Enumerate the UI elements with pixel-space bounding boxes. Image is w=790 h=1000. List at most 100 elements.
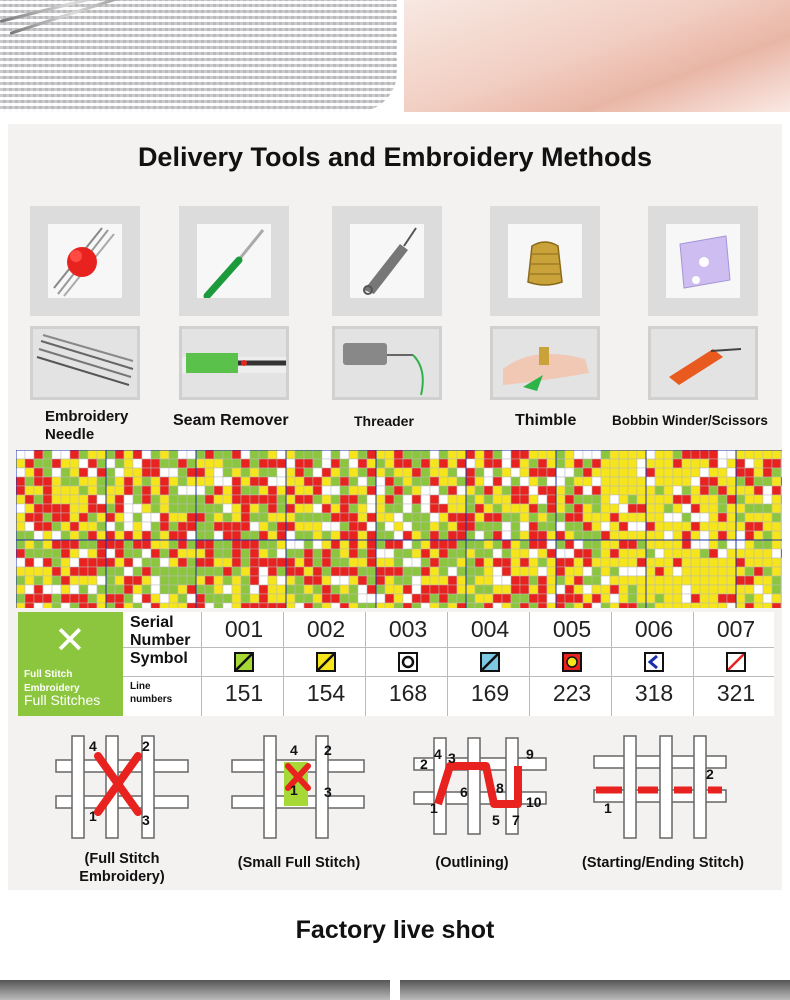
table-column-divider <box>693 612 694 716</box>
page-title: Delivery Tools and Embroidery Methods <box>137 142 653 172</box>
caption-text: (Full Stitch <box>84 851 160 867</box>
row-head-symbol: Symbol <box>130 650 188 667</box>
stitch-number: 9 <box>526 746 534 762</box>
row-head-serial: Serial Number <box>130 614 190 650</box>
pattern-grid <box>16 450 782 608</box>
stitch-number: 1 <box>89 808 97 824</box>
small-full-stitch-diagram: 4 2 1 3 <box>228 732 368 842</box>
scissors-photo <box>648 326 758 400</box>
hand-photo <box>404 0 790 112</box>
line-number-cell: 318 <box>634 680 674 706</box>
thread-symbol-icon <box>316 652 336 672</box>
line-number-cell: 223 <box>552 680 592 706</box>
stitch-number: 10 <box>526 794 542 810</box>
table-column-divider <box>447 612 448 716</box>
stitch-number: 5 <box>492 812 500 828</box>
serial-number-cell: 003 <box>388 616 428 642</box>
caption-starting-ending-stitch: (Starting/Ending Stitch) <box>582 855 744 871</box>
outlining-diagram: 2 4 3 9 6 8 1 5 7 10 <box>410 736 550 846</box>
table-divider <box>123 647 774 648</box>
line-number-cell: 168 <box>388 680 428 706</box>
stitch-number: 3 <box>324 784 332 800</box>
stitch-number: 1 <box>290 782 298 798</box>
thimble-photo <box>490 326 600 400</box>
stitch-grid-icon <box>231 735 365 839</box>
caption-full-stitch: (Full Stitch Embroidery) <box>60 850 184 886</box>
full-stitch-badge: ✕ Full Stitch Embroidery Full Stitches <box>18 612 123 716</box>
stitch-grid-icon <box>413 737 547 835</box>
stitch-number: 2 <box>324 742 332 758</box>
tool-label-line: Needle <box>45 426 95 443</box>
line-number-cell: 321 <box>716 680 756 706</box>
row-head-text: Serial <box>130 614 174 631</box>
table-column-divider <box>201 612 202 716</box>
thread-symbol-icon <box>726 652 746 672</box>
threader-tile <box>332 206 442 316</box>
cross-stitch-pattern-chart <box>16 450 782 608</box>
badge-text: Full Stitch <box>24 669 73 680</box>
line-number-cell: 169 <box>470 680 510 706</box>
stitch-number: 1 <box>430 800 438 816</box>
stitch-number: 4 <box>290 742 298 758</box>
stitch-number: 3 <box>448 750 456 766</box>
line-number-cell: 151 <box>224 680 264 706</box>
thread-symbol-icon <box>234 652 254 672</box>
tool-label-threader: Threader <box>354 413 414 429</box>
seam-remover-photo <box>179 326 289 400</box>
stitch-number: 6 <box>460 784 468 800</box>
thread-symbol-icon <box>562 652 582 672</box>
stitch-number: 1 <box>604 800 612 816</box>
tool-label-line: Embroidery <box>45 408 129 425</box>
stitch-grid-icon <box>593 735 727 839</box>
factory-photo-right <box>400 980 790 1000</box>
row-head-text: numbers <box>130 694 173 705</box>
factory-photo-left <box>0 980 390 1000</box>
serial-number-cell: 002 <box>306 616 346 642</box>
thimble-icon <box>527 241 563 286</box>
table-column-divider <box>611 612 612 716</box>
needle-threader-icon <box>363 227 417 295</box>
table-column-divider <box>365 612 366 716</box>
tool-label-thimble: Thimble <box>515 412 577 429</box>
embroidery-needle-tile <box>30 206 140 316</box>
stitch-number: 8 <box>496 780 504 796</box>
caption-outlining: (Outlining) <box>435 855 509 871</box>
row-head-text: Line <box>130 681 151 692</box>
stitch-grid-icon <box>55 735 189 839</box>
stitch-legend-table: ✕ Full Stitch Embroidery Full Stitches S… <box>18 612 774 716</box>
badge-subtitle: Full Stitches <box>24 692 101 708</box>
thimble-tile <box>490 206 600 316</box>
table-divider <box>123 676 774 677</box>
tool-label-seam-remover: Seam Remover <box>173 412 289 429</box>
row-head-line-numbers: Line numbers <box>130 680 172 706</box>
serial-number-cell: 005 <box>552 616 592 642</box>
tool-label-embroidery-needle: Embroidery Needle <box>45 408 155 444</box>
starting-ending-stitch-diagram: 2 1 <box>590 732 730 842</box>
serial-number-cell: 001 <box>224 616 264 642</box>
serial-number-cell: 004 <box>470 616 510 642</box>
cross-stitch-icon: ✕ <box>54 620 86 662</box>
tools-methods-panel: Delivery Tools and Embroidery Methods <box>8 124 782 890</box>
caption-small-full-stitch: (Small Full Stitch) <box>237 855 361 871</box>
bobbin-tile <box>648 206 758 316</box>
needles-pompom-icon <box>53 227 115 297</box>
stitch-number: 2 <box>420 756 428 772</box>
tool-label-bobbin-scissors: Bobbin Winder/Scissors <box>612 413 768 428</box>
stitch-number: 4 <box>89 738 97 754</box>
seam-remover-tile <box>179 206 289 316</box>
table-column-divider <box>529 612 530 716</box>
fabric-needles-photo <box>0 0 397 112</box>
stitch-number: 4 <box>434 746 442 762</box>
stitch-number: 2 <box>142 738 150 754</box>
bobbin-card-icon <box>679 235 731 289</box>
badge-text: Embroidery <box>24 683 80 694</box>
serial-number-cell: 007 <box>716 616 756 642</box>
row-head-text: Number <box>130 632 191 649</box>
thread-symbol-icon <box>398 652 418 672</box>
full-stitch-diagram: 4 2 1 3 <box>52 732 192 842</box>
caption-text: Embroidery) <box>79 869 165 885</box>
threader-photo <box>332 326 442 400</box>
stitch-number: 3 <box>142 812 150 828</box>
factory-title: Factory live shot <box>295 916 495 944</box>
needles-photo <box>30 326 140 400</box>
